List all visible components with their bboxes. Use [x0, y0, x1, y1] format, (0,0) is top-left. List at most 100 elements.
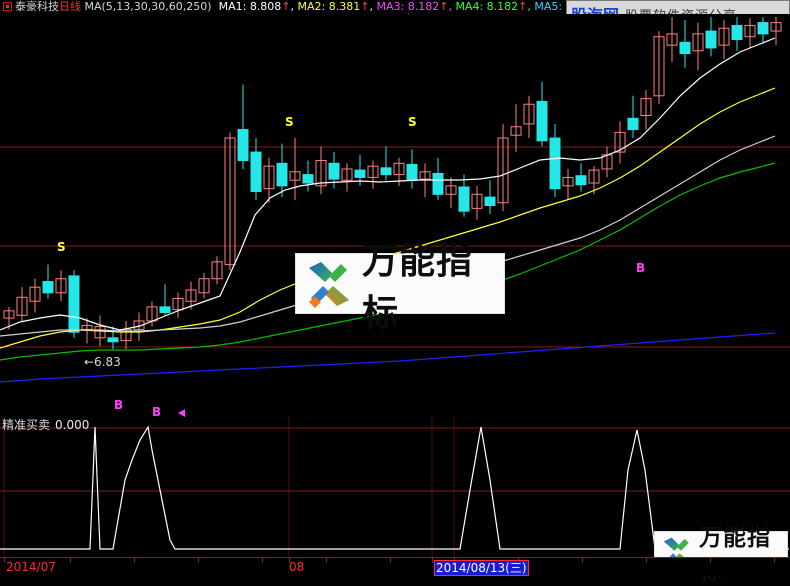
axis-tick-1	[70, 558, 71, 563]
axis-tick-12	[646, 558, 647, 563]
candle-body-58	[757, 22, 769, 35]
price-chart-svg	[0, 17, 790, 383]
indicator-chart-svg	[0, 417, 790, 557]
axis-label-1[interactable]: 08	[289, 560, 305, 574]
candle-0	[3, 306, 15, 330]
candle-48	[627, 95, 639, 139]
candle-1	[16, 287, 28, 321]
axis-tick-7	[390, 558, 391, 563]
sep-1: ,	[290, 0, 295, 13]
candle-body-36	[471, 193, 483, 209]
candle-5	[68, 270, 80, 338]
candle-21	[276, 143, 288, 198]
candle-body-2	[29, 286, 41, 302]
candle-9	[120, 320, 132, 350]
candle-body-59	[770, 22, 782, 32]
indicator-line	[0, 425, 789, 550]
sep-2: ,	[369, 0, 373, 13]
candle-14	[185, 281, 197, 310]
candle-body-13	[172, 297, 184, 311]
candle-52	[679, 19, 691, 68]
candle-body-3	[42, 281, 54, 294]
candle-body-25	[328, 162, 340, 180]
axis-label-0[interactable]: 2014/07	[6, 560, 56, 574]
candle-body-32	[419, 171, 431, 180]
axis-tick-6	[326, 558, 327, 563]
watermark-center: 万能指标	[295, 241, 505, 334]
sep-3: ,	[448, 0, 452, 13]
candle-41	[536, 81, 548, 147]
candle-31	[406, 149, 418, 189]
watermark-center-text: 万能指标	[362, 240, 474, 334]
candle-body-56	[731, 24, 743, 41]
candle-body-39	[510, 126, 522, 136]
candle-57	[744, 18, 756, 48]
axis-tick-11	[582, 558, 583, 563]
candle-body-38	[497, 137, 509, 204]
candle-body-7	[94, 326, 106, 339]
price-annotation: ←6.83	[84, 355, 121, 369]
candle-20	[263, 157, 275, 203]
candle-2	[29, 278, 41, 313]
candle-body-17	[224, 137, 236, 266]
ma-formula-label[interactable]: MA(5,13,30,30,60,250)	[84, 0, 212, 13]
candle-47	[614, 121, 626, 164]
sell-signal-marker-1: S	[285, 115, 294, 129]
candle-body-22	[289, 171, 301, 181]
candle-34	[445, 177, 457, 209]
candle-body-35	[458, 186, 470, 212]
candle-body-28	[367, 165, 379, 178]
stock-name-label[interactable]: 泰豪科技	[15, 0, 59, 13]
candle-body-12	[159, 306, 171, 314]
axis-tick-14	[774, 558, 775, 563]
candle-35	[458, 174, 470, 217]
candle-17	[224, 132, 236, 271]
candle-body-6	[81, 324, 93, 330]
ma5-label: MA5:	[534, 0, 563, 13]
candle-body-51	[666, 33, 678, 46]
candle-body-49	[640, 98, 652, 117]
ma2-value: 8.381	[328, 0, 361, 13]
candle-body-52	[679, 41, 691, 55]
candle-39	[510, 104, 522, 153]
sell-signal-marker-2: S	[408, 115, 417, 129]
buy-signal-marker-3: B	[636, 261, 646, 275]
candle-body-20	[263, 165, 275, 190]
buy-signal-marker-4: B	[114, 398, 124, 412]
candle-26	[341, 163, 353, 192]
candle-15	[198, 273, 210, 299]
indicator-name-label: 精准买卖	[2, 418, 51, 432]
candle-body-33	[432, 172, 444, 195]
candle-56	[731, 17, 743, 51]
axis-tick-2	[134, 558, 135, 563]
axis-label-selected-date[interactable]: 2014/08/13(三)	[434, 560, 529, 576]
candle-54	[705, 17, 717, 57]
candle-18	[237, 84, 249, 169]
candle-23	[302, 160, 314, 192]
date-axis[interactable]: 2014/07 08 2014/08/13(三)	[0, 557, 790, 576]
candle-body-23	[302, 174, 314, 184]
candle-body-44	[575, 175, 587, 186]
candle-16	[211, 256, 223, 285]
candle-46	[601, 146, 613, 178]
candle-3	[42, 264, 54, 299]
axis-tick-3	[198, 558, 199, 563]
candle-body-24	[315, 160, 327, 187]
candle-body-18	[237, 129, 249, 162]
candle-body-57	[744, 24, 756, 38]
ma2-arrow-icon: ↑	[360, 0, 370, 13]
candle-49	[640, 90, 652, 130]
candle-12	[159, 284, 171, 316]
candle-50	[653, 31, 665, 105]
ma1-arrow-icon: ↑	[281, 0, 291, 13]
ma3-value: 8.182	[407, 0, 440, 13]
candle-37	[484, 180, 496, 214]
price-chart-pane[interactable]	[0, 14, 790, 414]
candle-body-19	[250, 151, 262, 192]
candle-38	[497, 123, 509, 212]
candle-36	[471, 185, 483, 220]
candle-body-43	[562, 176, 574, 187]
cycle-label[interactable]: 日线	[59, 0, 81, 13]
ma1-value: 8.808	[249, 0, 282, 13]
